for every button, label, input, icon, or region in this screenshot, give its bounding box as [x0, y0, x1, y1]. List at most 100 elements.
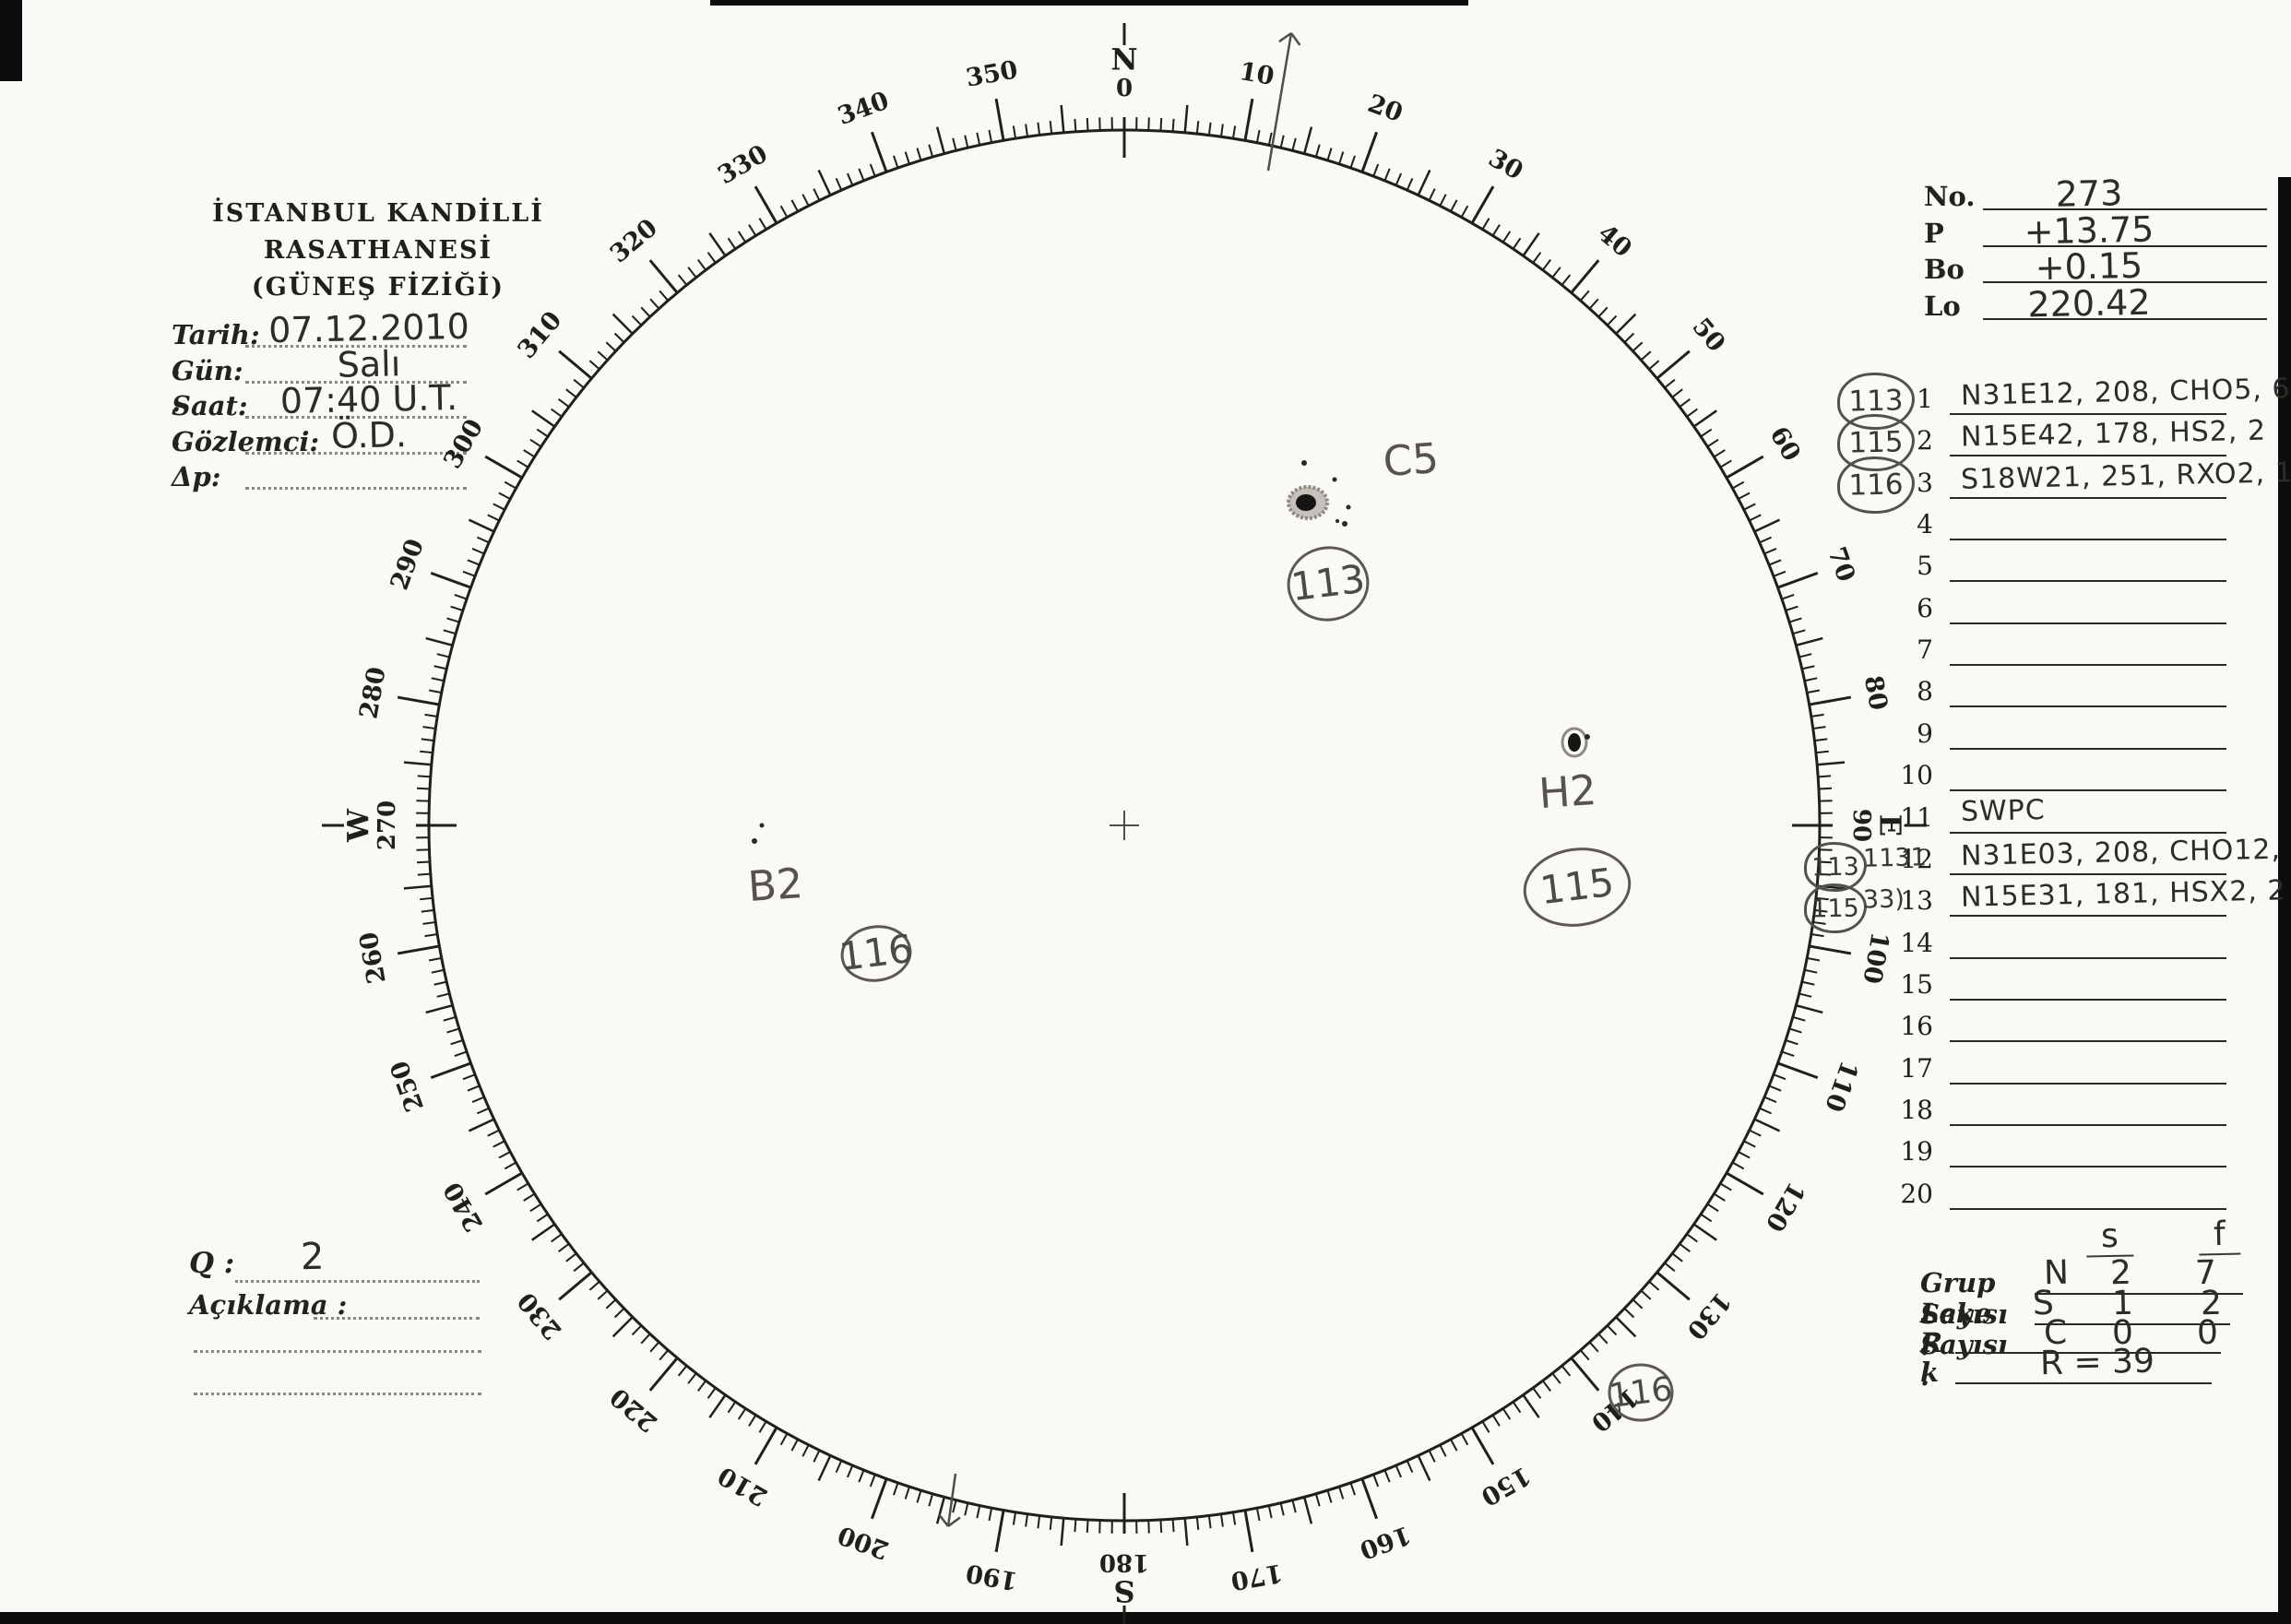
degree-label: 40 — [1592, 219, 1637, 264]
group-type-label: C5 — [1382, 433, 1441, 486]
degree-label: 30 — [1483, 144, 1527, 186]
group-number-label: 113 — [1288, 556, 1368, 610]
degree-label: 350 — [964, 55, 1020, 92]
ephemeris-label: No. — [1924, 181, 1976, 212]
obs-row-number: 20 — [1900, 1178, 1933, 1209]
obs-row-number: 11 — [1900, 801, 1933, 833]
institution-name: İSTANBUL KANDİLLİ RASATHANESİ — [212, 199, 544, 265]
group-type-label: B2 — [746, 859, 804, 911]
limb-group-number-116: 116 — [1607, 1363, 1675, 1422]
degree-label: 50 — [1687, 313, 1731, 358]
obs-row-line — [1950, 1166, 2226, 1168]
obs-row-line — [1950, 1207, 2226, 1210]
sunspot-group-116: B2 116 — [746, 823, 916, 982]
obs-row-line — [1950, 539, 2226, 541]
summary-row-line — [2035, 1323, 2230, 1325]
obs-row-number: 2 — [1917, 425, 1933, 456]
obs-row-number: 7 — [1917, 634, 1933, 666]
degree-label: 240 — [438, 1177, 489, 1236]
ephemeris-line — [1983, 281, 2267, 283]
obs-row-line — [1950, 622, 2226, 624]
obs-row-line — [1950, 831, 2226, 834]
degree-label: 130 — [1681, 1286, 1737, 1345]
cardinal-letter: W — [341, 808, 376, 843]
obs-row-number: 5 — [1917, 551, 1933, 582]
field-dotted-line — [245, 416, 467, 419]
obs-row-number: 15 — [1900, 968, 1933, 1000]
ephemeris-value: 220.42 — [2027, 281, 2151, 325]
cardinal-degree: 180 — [1099, 1548, 1149, 1576]
obs-row-entry: SWPC — [1960, 793, 2047, 828]
degree-label: 290 — [386, 535, 430, 594]
obs-row-line — [1950, 413, 2226, 415]
group-number-label: 116 — [837, 926, 916, 979]
sunspot-group-113: C5 113 — [1287, 433, 1441, 622]
summary-row-label: R — [1920, 1327, 1943, 1358]
sunspot-pore — [759, 823, 765, 828]
obs-row-line — [1950, 1082, 2226, 1085]
quality-line — [235, 1280, 480, 1283]
degree-label: 150 — [1476, 1461, 1535, 1511]
sunspot-penumbra-ring — [1561, 727, 1588, 758]
obs-row-margin-note: 33) — [1862, 884, 1905, 915]
cardinal-letter: N — [1110, 42, 1137, 77]
summary-row-label: Leke Sayısı . — [1920, 1298, 2008, 1392]
obs-row-line — [1950, 496, 2226, 499]
scan-artifact-right — [2278, 177, 2291, 1624]
degree-label: 170 — [1229, 1558, 1285, 1594]
field-label: Tarih: . — [172, 319, 260, 382]
scan-artifact-bottom — [0, 1612, 2291, 1624]
obs-row-entry: S18W21, 251, RXO2, 1 — [1960, 456, 2291, 496]
summary-row-line — [2035, 1293, 2243, 1295]
remarks-label: Açıklama : — [189, 1289, 348, 1321]
degree-label: 300 — [438, 414, 489, 473]
obs-row-line — [1950, 455, 2226, 457]
obs-row-number: 9 — [1917, 717, 1933, 749]
cardinal-degree: 90 — [1847, 809, 1875, 842]
obs-row-line — [1950, 1123, 2226, 1126]
field-dotted-line — [245, 381, 467, 384]
degree-label: 60 — [1763, 421, 1806, 466]
degree-label: 330 — [713, 139, 772, 190]
obs-row-line — [1950, 872, 2226, 875]
obs-row-entry: N31E03, 208, CHO12, 7 — [1960, 832, 2291, 872]
cardinal-degree: 0 — [1116, 75, 1133, 102]
summary-row-line — [1955, 1382, 2212, 1384]
remarks-line-3 — [194, 1393, 481, 1395]
group-number-label: 115 — [1537, 859, 1617, 913]
degree-label: 220 — [605, 1382, 663, 1438]
sunspot-pore — [752, 838, 757, 844]
obs-row-entry: N31E12, 208, CHO5, 6 — [1960, 373, 2291, 412]
group-type-label: H2 — [1537, 765, 1598, 818]
obs-row-line — [1950, 1040, 2226, 1043]
degree-label: 190 — [964, 1558, 1020, 1594]
cardinal-degree: 270 — [374, 800, 401, 850]
cardinal-letter: S — [1113, 1574, 1134, 1609]
degree-label: 210 — [713, 1461, 772, 1511]
summary-cell: 0 — [2196, 1313, 2219, 1353]
group-number-label: 116 — [1607, 1370, 1674, 1416]
obs-row-line — [1950, 956, 2226, 959]
degree-label: 100 — [1857, 930, 1893, 986]
field-label: Saat: . — [172, 390, 248, 453]
summary-col-header-s: s — [2085, 1216, 2134, 1258]
quality-value: 2 — [300, 1235, 325, 1279]
ephemeris-line — [1983, 317, 2267, 320]
scan-artifact-left — [0, 0, 22, 81]
obs-row-number: 13 — [1900, 885, 1933, 917]
cardinal-marker-E: 90E — [1792, 809, 1927, 842]
scan-artifact-top — [710, 0, 1468, 6]
field-label: Gün: . — [172, 355, 243, 418]
group-number-circle — [1608, 1363, 1674, 1422]
degree-label: 250 — [386, 1057, 430, 1116]
sunspot-pore — [1301, 460, 1307, 466]
degree-label: 340 — [834, 87, 893, 131]
obs-row-number: 6 — [1917, 592, 1933, 623]
sunspot-pore — [1585, 734, 1590, 740]
remarks-line-2 — [194, 1350, 481, 1353]
obs-row-number: 4 — [1917, 509, 1933, 540]
sunspot-group-115: H2 115 — [1523, 727, 1632, 927]
